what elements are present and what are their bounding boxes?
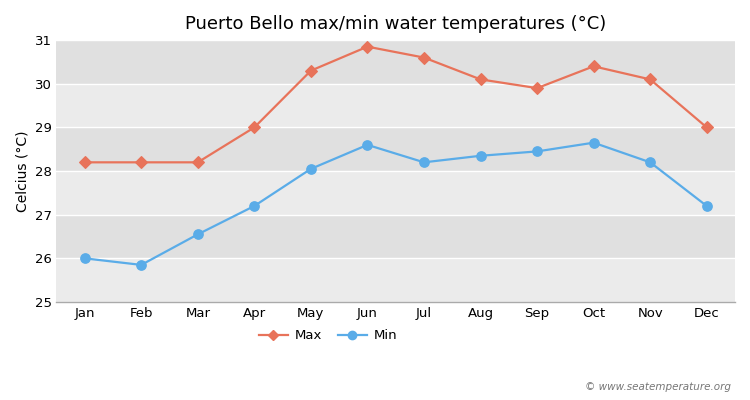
Point	[531, 148, 543, 155]
Point	[700, 203, 712, 209]
Text: © www.seatemperature.org: © www.seatemperature.org	[585, 382, 731, 392]
Point	[475, 152, 487, 159]
Bar	[56, 128, 735, 171]
Bar	[56, 171, 735, 215]
Point	[588, 140, 600, 146]
Point	[362, 44, 374, 50]
Point	[135, 262, 147, 268]
Point	[588, 63, 600, 70]
Point	[362, 142, 374, 148]
Point	[248, 203, 260, 209]
Point	[475, 76, 487, 82]
Legend: Max, Min: Max, Min	[254, 324, 402, 348]
Point	[192, 159, 204, 166]
Point	[305, 68, 317, 74]
Point	[418, 54, 430, 61]
Bar	[56, 40, 735, 84]
Point	[531, 85, 543, 91]
Bar	[56, 258, 735, 302]
Point	[305, 166, 317, 172]
Point	[700, 124, 712, 131]
Title: Puerto Bello max/min water temperatures (°C): Puerto Bello max/min water temperatures …	[185, 15, 606, 33]
Bar	[56, 215, 735, 258]
Point	[418, 159, 430, 166]
Bar	[56, 84, 735, 128]
Y-axis label: Celcius (°C): Celcius (°C)	[15, 130, 29, 212]
Point	[79, 255, 91, 262]
Point	[248, 124, 260, 131]
Point	[644, 159, 656, 166]
Point	[192, 231, 204, 238]
Point	[79, 159, 91, 166]
Point	[644, 76, 656, 82]
Point	[135, 159, 147, 166]
